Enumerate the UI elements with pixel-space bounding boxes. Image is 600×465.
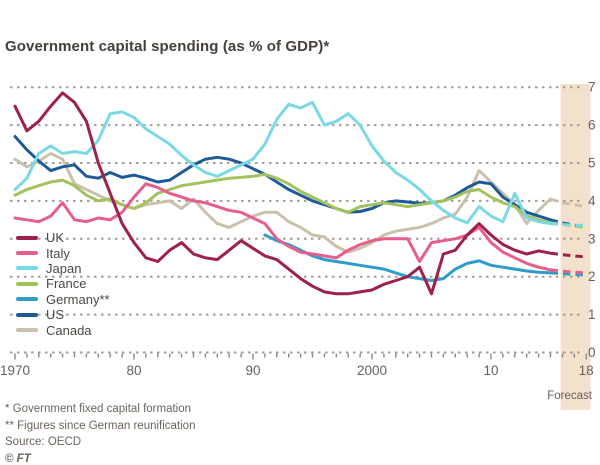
- legend-label: US: [46, 307, 65, 323]
- x-tick-label-1970: 1970: [0, 363, 30, 378]
- legend-item-us: US: [16, 307, 110, 322]
- forecast-label: Forecast: [547, 390, 593, 402]
- legend-item-japan: Japan: [16, 261, 110, 276]
- footnote-fixed-capital: * Government fixed capital formation: [5, 403, 192, 415]
- legend-item-canada: Canada: [16, 322, 110, 337]
- uk-series-swatch: [16, 235, 38, 240]
- france-series-swatch: [16, 281, 38, 286]
- y-tick-label: 0: [588, 345, 596, 360]
- legend-label: Italy: [46, 245, 70, 261]
- italy-series-swatch: [16, 251, 38, 256]
- x-tick-label-1990: 90: [245, 363, 260, 378]
- x-tick-label-2018: 18: [579, 363, 594, 378]
- x-tick-label-2010: 10: [483, 363, 498, 378]
- legend-label: Germany**: [46, 291, 110, 307]
- series-line-France: [13, 172, 552, 225]
- legend-label: Canada: [46, 322, 92, 338]
- ft-credit: © FT: [5, 452, 31, 465]
- y-tick-label: 5: [588, 156, 596, 171]
- legend-item-italy: Italy: [16, 245, 110, 260]
- series-line-UK: [13, 91, 552, 296]
- legend-label: France: [46, 276, 87, 292]
- germany-series-swatch: [16, 297, 38, 302]
- x-tick-label-1980: 80: [126, 363, 141, 378]
- page-title: Government capital spending (as % of GDP…: [5, 38, 330, 55]
- x-tick-label-2000: 2000: [357, 363, 387, 378]
- us-series-swatch: [16, 312, 38, 317]
- source-line: Source: OECD: [5, 436, 82, 448]
- y-tick-label: 3: [588, 231, 596, 246]
- legend-label: UK: [46, 230, 65, 246]
- legend-label: Japan: [46, 260, 82, 276]
- y-tick-label: 6: [588, 118, 596, 133]
- y-tick-label: 2: [588, 269, 596, 284]
- series-line-Canada-forecast: [550, 197, 587, 209]
- canada-series-swatch: [16, 328, 38, 333]
- series-line-Italy: [13, 182, 552, 272]
- series-line-Japan-forecast: [550, 222, 587, 227]
- chart-legend: UK Italy Japan France Germany** US Canad…: [16, 230, 110, 338]
- series-line-Canada: [13, 152, 552, 254]
- japan-series-swatch: [16, 266, 38, 271]
- y-tick-label: 7: [588, 80, 596, 95]
- legend-item-france: France: [16, 276, 110, 291]
- y-tick-label: 1: [588, 307, 596, 322]
- footnote-german-reunification: ** Figures since German reunification: [5, 419, 196, 432]
- series-line-Germany-forecast: [550, 271, 587, 277]
- series-line-Japan: [13, 100, 552, 226]
- chart-footnotes: * Government fixed capital formation ** …: [5, 401, 195, 465]
- legend-item-germany: Germany**: [16, 292, 110, 307]
- legend-item-uk: UK: [16, 230, 110, 245]
- series-line-UK-forecast: [550, 251, 587, 259]
- series-line-Italy-forecast: [550, 268, 587, 275]
- y-tick-label: 4: [588, 193, 596, 208]
- forecast-band: [560, 84, 591, 410]
